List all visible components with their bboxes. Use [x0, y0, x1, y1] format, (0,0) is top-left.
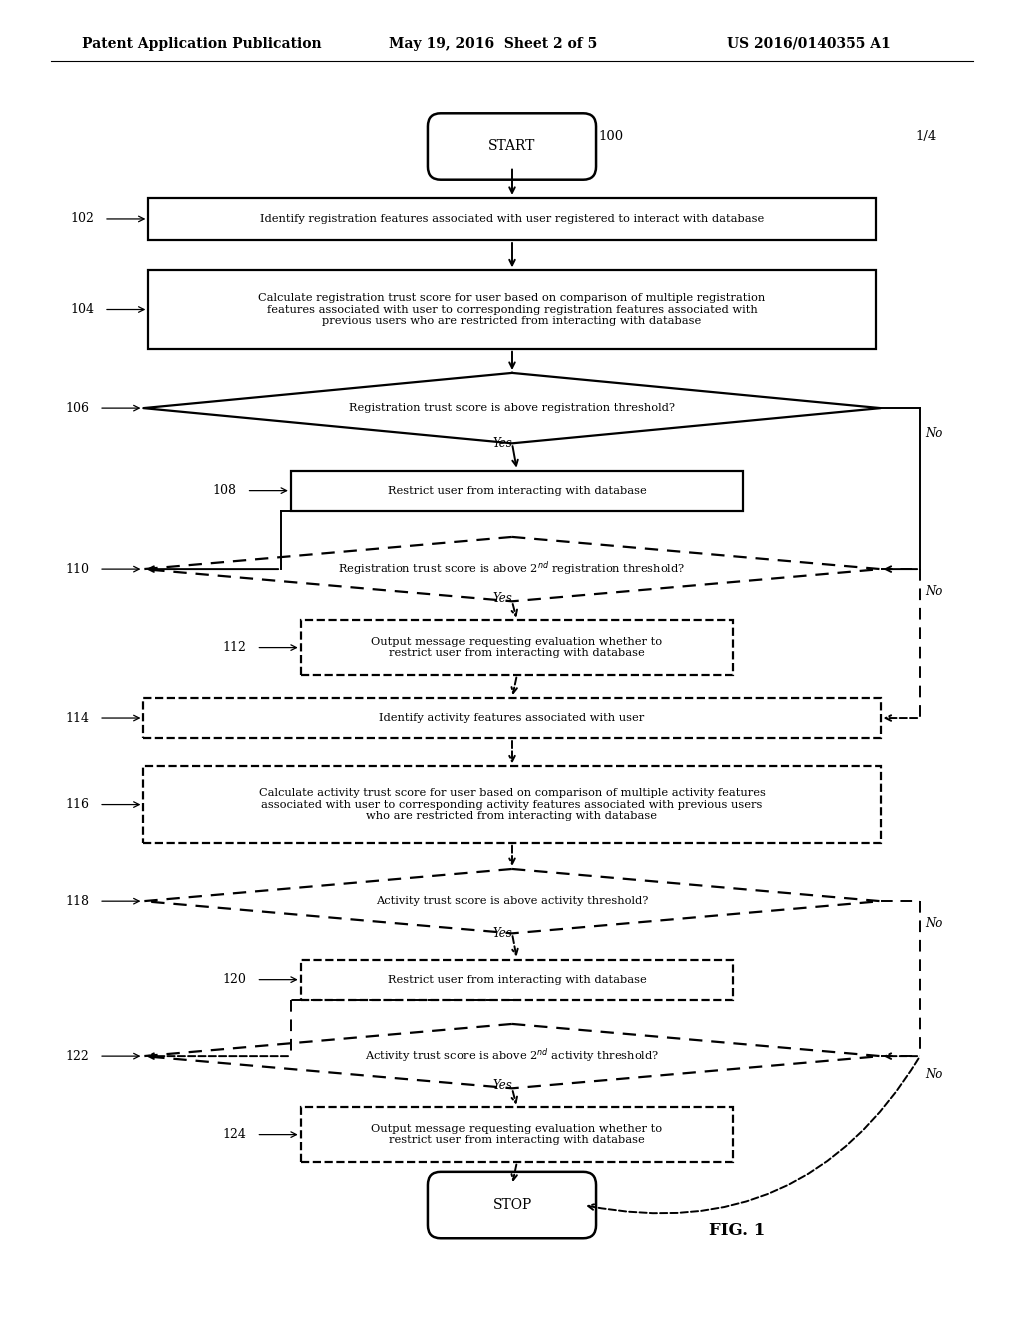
Text: 112: 112: [222, 642, 247, 655]
Bar: [148, 271, 876, 348]
Text: Identify registration features associated with user registered to interact with : Identify registration features associate…: [260, 214, 764, 224]
Text: US 2016/0140355 A1: US 2016/0140355 A1: [727, 37, 891, 50]
Text: Activity trust score is above activity threshold?: Activity trust score is above activity t…: [376, 896, 648, 906]
Text: No: No: [925, 917, 942, 929]
Text: Yes: Yes: [493, 437, 512, 450]
Text: Output message requesting evaluation whether to
restrict user from interacting w: Output message requesting evaluation whe…: [372, 636, 663, 659]
Text: 106: 106: [66, 401, 89, 414]
Text: START: START: [488, 140, 536, 153]
Text: 116: 116: [66, 799, 89, 810]
Text: 122: 122: [66, 1049, 89, 1063]
Bar: [301, 1107, 733, 1162]
Text: 110: 110: [66, 562, 89, 576]
Text: 104: 104: [71, 304, 94, 315]
Text: Registration trust score is above 2$^{nd}$ registration threshold?: Registration trust score is above 2$^{nd…: [338, 560, 686, 578]
Text: 114: 114: [66, 711, 89, 725]
Text: Restrict user from interacting with database: Restrict user from interacting with data…: [387, 486, 646, 495]
Text: Activity trust score is above 2$^{nd}$ activity threshold?: Activity trust score is above 2$^{nd}$ a…: [365, 1047, 659, 1065]
Text: No: No: [925, 585, 942, 598]
Text: Yes: Yes: [493, 928, 512, 940]
Text: 108: 108: [213, 484, 237, 498]
Bar: [143, 767, 881, 842]
FancyBboxPatch shape: [428, 114, 596, 180]
Text: No: No: [925, 1068, 942, 1081]
Text: Patent Application Publication: Patent Application Publication: [82, 37, 322, 50]
Text: Output message requesting evaluation whether to
restrict user from interacting w: Output message requesting evaluation whe…: [372, 1123, 663, 1146]
Text: FIG. 1: FIG. 1: [709, 1222, 765, 1238]
Text: STOP: STOP: [493, 1199, 531, 1212]
Text: 124: 124: [222, 1129, 247, 1140]
Text: 118: 118: [66, 895, 89, 908]
Bar: [143, 698, 881, 738]
Text: 100: 100: [598, 129, 624, 143]
Bar: [148, 198, 876, 240]
Text: Yes: Yes: [493, 1078, 512, 1092]
Text: Calculate registration trust score for user based on comparison of multiple regi: Calculate registration trust score for u…: [258, 293, 766, 326]
Text: 120: 120: [222, 973, 247, 986]
Bar: [301, 960, 733, 999]
Text: Yes: Yes: [493, 591, 512, 605]
Bar: [291, 470, 743, 511]
Text: May 19, 2016  Sheet 2 of 5: May 19, 2016 Sheet 2 of 5: [389, 37, 597, 50]
Text: Registration trust score is above registration threshold?: Registration trust score is above regist…: [349, 403, 675, 413]
Text: 102: 102: [71, 213, 94, 226]
Text: Identify activity features associated with user: Identify activity features associated wi…: [379, 713, 645, 723]
Text: 1/4: 1/4: [915, 129, 936, 143]
Text: Restrict user from interacting with database: Restrict user from interacting with data…: [387, 974, 646, 985]
Text: Calculate activity trust score for user based on comparison of multiple activity: Calculate activity trust score for user …: [259, 788, 765, 821]
Text: No: No: [925, 426, 942, 440]
FancyBboxPatch shape: [428, 1172, 596, 1238]
Bar: [301, 620, 733, 675]
